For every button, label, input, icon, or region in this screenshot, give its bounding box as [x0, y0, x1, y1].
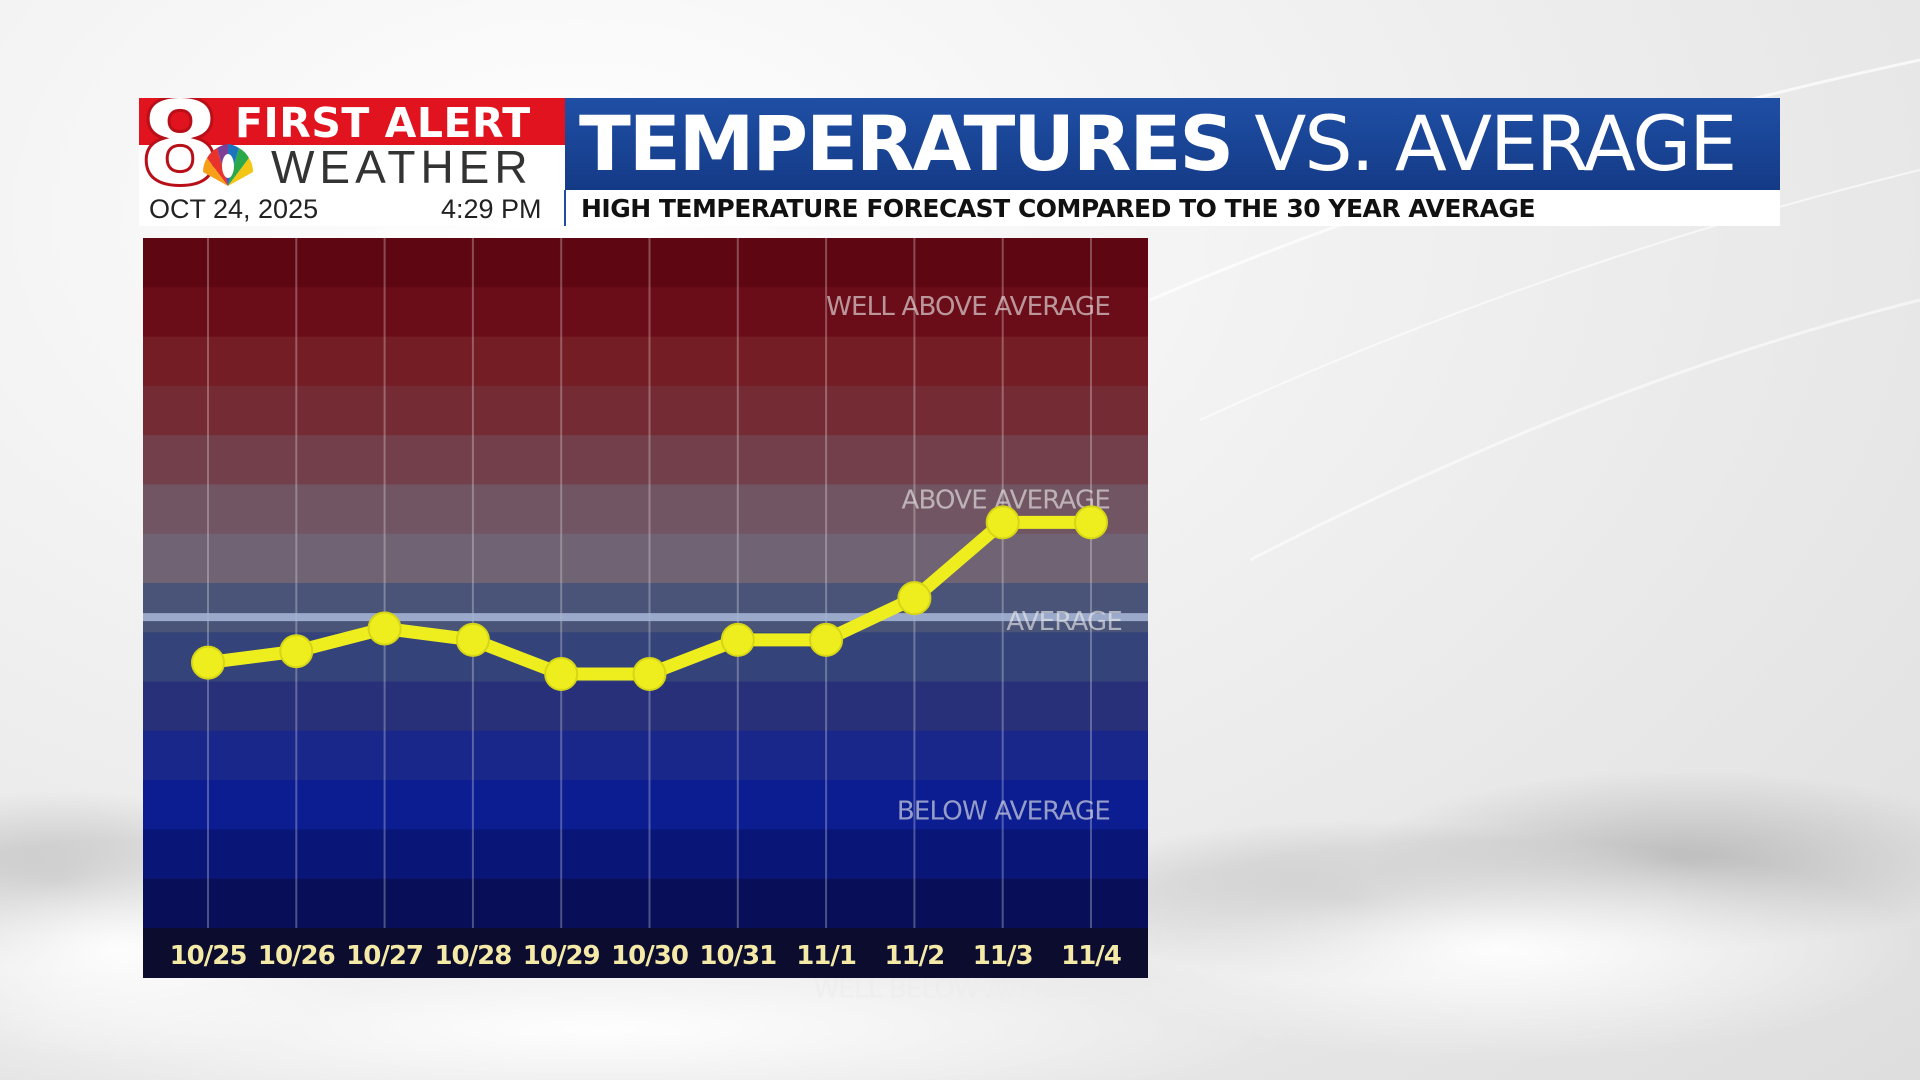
band-label: WELL BELOW AVERAGE: [814, 975, 1103, 1005]
chart-band: [143, 829, 1148, 880]
band-label: WELL ABOVE AVERAGE: [826, 292, 1110, 322]
title-bold: TEMPERATURES: [579, 99, 1234, 188]
subtitle-strip: OCT 24, 2025 4:29 PM HIGH TEMPERATURE FO…: [139, 190, 1780, 226]
data-point: [455, 622, 490, 657]
date-stamp: OCT 24, 2025: [149, 194, 319, 224]
data-point: [897, 581, 932, 616]
x-tick-label: 10/29: [523, 941, 600, 971]
data-point: [720, 622, 755, 657]
x-tick-label: 10/26: [258, 941, 335, 971]
peacock-icon: [202, 144, 254, 186]
logo-weather: WEATHER: [271, 141, 533, 190]
x-tick-label: 11/4: [1061, 941, 1121, 971]
x-tick-label: 11/3: [973, 941, 1033, 971]
x-tick-label: 10/30: [611, 941, 688, 971]
logo-first-alert: FIRST ALERT: [235, 99, 531, 147]
x-tick-label: 11/2: [885, 941, 945, 971]
strip-divider: [564, 190, 566, 226]
data-point: [279, 634, 314, 669]
title-rest: VS. AVERAGE: [1254, 99, 1737, 188]
title-bar: TEMPERATURES VS. AVERAGE: [565, 98, 1780, 190]
chart-band: [143, 287, 1148, 338]
time-stamp: 4:29 PM: [441, 194, 542, 224]
x-tick-label: 10/27: [346, 941, 423, 971]
data-point: [544, 656, 579, 691]
forecast-series: [191, 505, 1108, 691]
x-axis-bar: [143, 928, 1148, 978]
data-point: [632, 656, 667, 691]
band-label: BELOW AVERAGE: [897, 796, 1110, 826]
chart-band: [143, 533, 1148, 584]
chart-subtitle: HIGH TEMPERATURE FORECAST COMPARED TO TH…: [581, 194, 1536, 223]
chart-band: [143, 583, 1148, 633]
station-logo: 8 FIRST ALERT WEATHER: [139, 98, 565, 190]
chart-band: [143, 730, 1148, 781]
data-point: [367, 611, 402, 646]
page-title: TEMPERATURES VS. AVERAGE: [579, 99, 1737, 188]
chart-band: [143, 780, 1148, 830]
data-point: [191, 645, 225, 680]
chart-band: [143, 336, 1148, 387]
chart-band: [143, 385, 1148, 436]
chart-band: [143, 878, 1148, 929]
x-tick-label: 11/1: [796, 941, 856, 971]
x-tick-label: 10/28: [434, 941, 511, 971]
x-tick-label: 10/25: [170, 941, 247, 971]
chart-band: [143, 238, 1148, 288]
data-point: [985, 505, 1020, 540]
data-point: [1074, 505, 1108, 540]
chart-band: [143, 435, 1148, 485]
band-label: AVERAGE: [1006, 607, 1122, 637]
data-point: [809, 622, 844, 657]
average-line: [143, 613, 1148, 622]
x-tick-label: 10/31: [699, 941, 776, 971]
x-axis-ticks: 10/25 10/26 10/27 10/28 10/29 10/30 10/31 11/1 1…: [170, 941, 1122, 971]
chart-band: [143, 484, 1148, 535]
logo-red-band: [139, 98, 565, 145]
